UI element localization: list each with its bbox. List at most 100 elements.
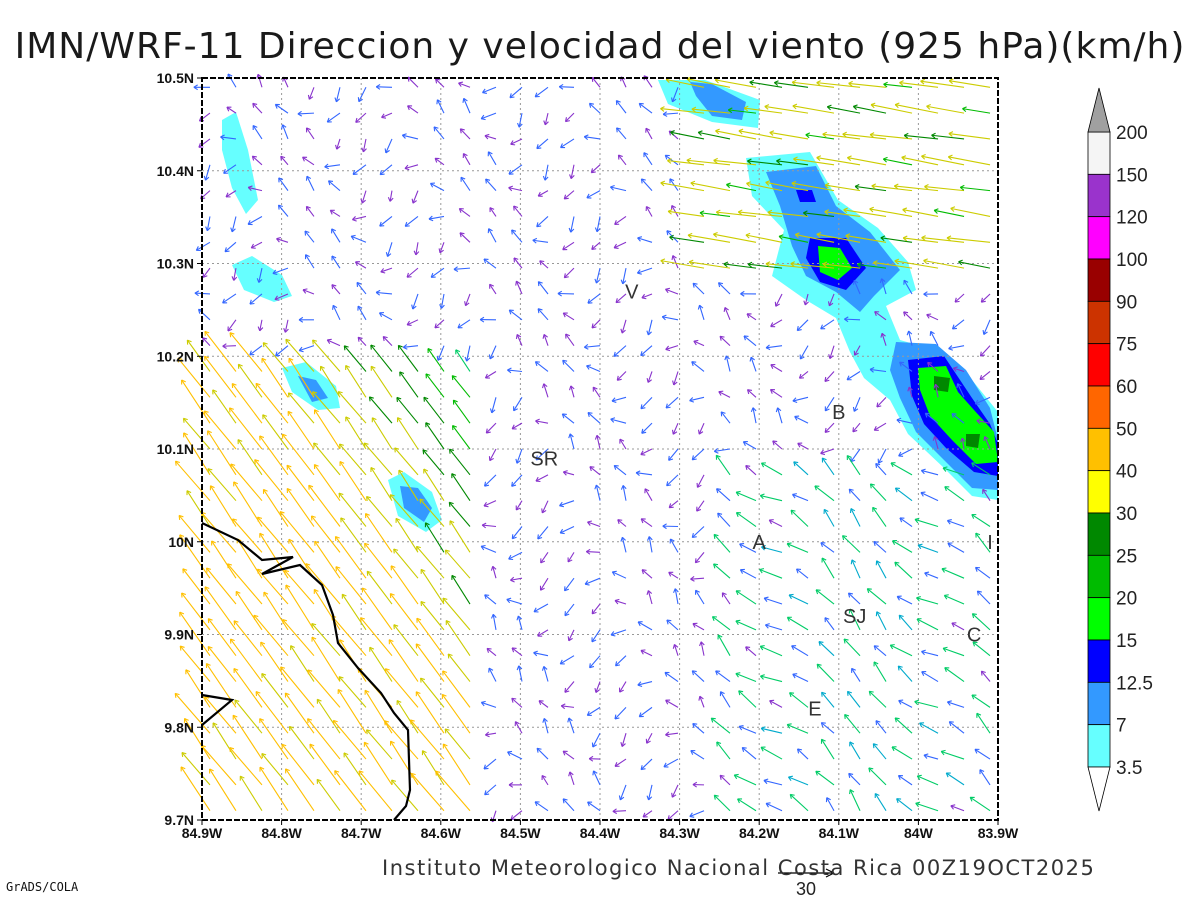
wind-vector xyxy=(436,345,445,361)
wind-vector xyxy=(509,86,523,99)
wind-vector xyxy=(262,488,289,527)
wind-vector xyxy=(616,127,627,140)
wind-vector xyxy=(487,228,497,243)
wind-vector xyxy=(305,127,315,140)
wind-vector xyxy=(724,355,731,372)
wind-vector xyxy=(334,87,341,103)
wind-vector xyxy=(898,448,913,457)
wind-vector xyxy=(924,412,939,424)
wind-vector xyxy=(894,102,939,114)
colorbar-swatch xyxy=(1087,216,1111,260)
wind-vector xyxy=(815,589,835,605)
wind-vector xyxy=(290,645,315,682)
wind-vector xyxy=(225,190,237,198)
wind-vector xyxy=(721,592,731,605)
wind-vector xyxy=(339,461,367,501)
reference-vector-label: 30 xyxy=(796,879,816,899)
wind-vector xyxy=(260,641,289,682)
lat-label: 9.7N xyxy=(164,812,194,828)
wind-vector xyxy=(942,466,965,476)
wind-vector xyxy=(745,646,757,657)
colorbar-swatch xyxy=(1087,258,1111,302)
wind-vector xyxy=(971,694,991,708)
wind-vector xyxy=(181,379,211,424)
wind-vector xyxy=(508,309,523,321)
wind-vector xyxy=(341,593,367,631)
wind-vector xyxy=(769,389,783,398)
wind-vector xyxy=(640,758,653,771)
wind-vector xyxy=(640,649,653,657)
wind-vector xyxy=(517,113,523,128)
wind-vector xyxy=(614,598,627,605)
wind-vector xyxy=(389,740,419,786)
software-credit: GrADS/COLA xyxy=(6,880,79,894)
wind-vector xyxy=(822,131,861,140)
wind-vector xyxy=(380,267,393,274)
wind-vector xyxy=(775,407,783,424)
wind-vector xyxy=(915,801,939,812)
wind-vector xyxy=(673,588,679,605)
wind-vector xyxy=(506,597,523,605)
colorbar-bottom-arrow xyxy=(1087,766,1111,812)
wind-vector xyxy=(760,746,783,760)
wind-vector xyxy=(384,138,393,154)
wind-vector xyxy=(183,717,211,760)
wind-vector xyxy=(249,345,263,356)
wind-vector xyxy=(875,560,887,579)
wind-vector xyxy=(951,622,965,631)
wind-vector xyxy=(447,653,471,682)
wind-vector xyxy=(511,422,523,430)
wind-vector xyxy=(370,467,393,501)
wind-vector xyxy=(357,87,367,103)
wind-vector xyxy=(843,207,887,218)
colorbar-label: 100 xyxy=(1116,250,1148,271)
wind-vector xyxy=(420,677,445,708)
wind-vector xyxy=(345,364,367,398)
wind-vector xyxy=(363,442,393,476)
wind-vector xyxy=(948,721,965,734)
wind-vector xyxy=(931,132,965,140)
wind-vector xyxy=(487,151,497,166)
wind-vector xyxy=(229,638,263,682)
wind-vector xyxy=(882,156,913,166)
wind-vector xyxy=(398,469,419,501)
wind-vector xyxy=(422,449,445,476)
wind-vector xyxy=(396,396,419,424)
colorbar: 200 150 120 100 90 75 60 50 40 30 25 20 15 12.5 7 3.5 xyxy=(1087,87,1153,812)
wind-vector xyxy=(799,345,809,360)
wind-vector xyxy=(877,448,887,464)
wind-vector xyxy=(488,345,497,360)
wind-vector xyxy=(587,801,601,812)
wind-vector xyxy=(672,643,679,656)
wind-vector xyxy=(787,775,809,786)
wind-vector xyxy=(411,190,419,204)
wind-vector xyxy=(393,548,419,579)
wind-vector xyxy=(692,723,705,734)
wind-vector xyxy=(691,670,705,682)
wind-vector xyxy=(750,407,757,424)
wind-vector xyxy=(247,215,263,226)
wind-vector xyxy=(983,436,991,450)
wind-vector xyxy=(645,206,653,217)
wind-vector xyxy=(368,396,393,424)
wind-vector xyxy=(383,720,419,760)
reference-vector: 30 xyxy=(778,868,835,899)
wind-vector xyxy=(613,241,627,249)
wind-vector xyxy=(281,124,289,140)
wind-vector xyxy=(921,235,965,243)
wind-vector xyxy=(361,138,367,153)
wind-vector xyxy=(822,261,861,269)
wind-vector xyxy=(537,308,549,321)
lat-label: 10N xyxy=(168,534,194,550)
wind-vector xyxy=(902,235,939,243)
wind-vector xyxy=(791,180,835,192)
wind-vector xyxy=(535,474,549,483)
wind-vector xyxy=(610,417,627,424)
place-label-sj: SJ xyxy=(843,606,866,628)
wind-vector xyxy=(439,293,445,309)
wind-vector xyxy=(435,78,445,88)
wind-vector xyxy=(791,79,835,88)
lon-label: 84.1W xyxy=(819,825,860,841)
longitude-labels: 84.9W 84.8W 84.7W 84.6W 84.5W 84.4W 84.3W 84.2W… xyxy=(182,820,1019,841)
wind-vector xyxy=(821,691,835,708)
